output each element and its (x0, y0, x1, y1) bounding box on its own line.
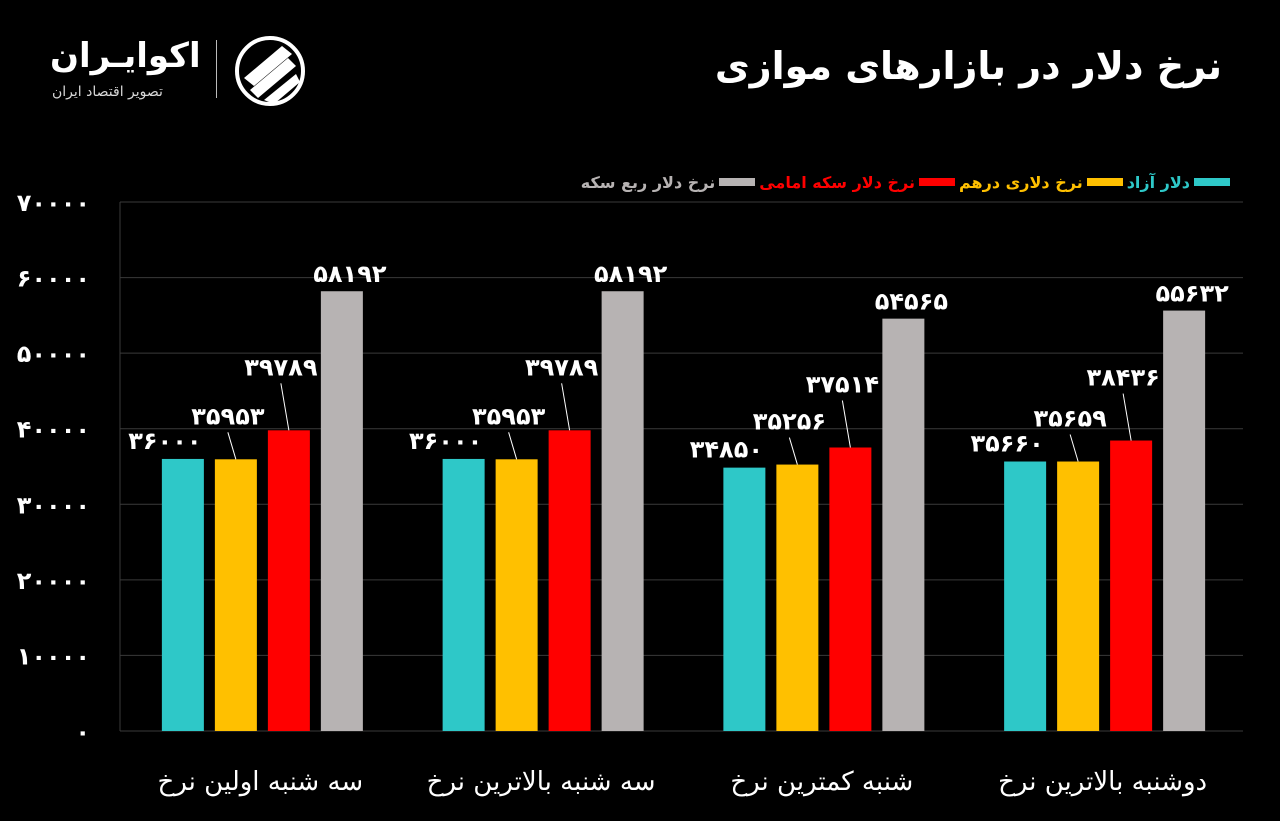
data-label: ۳۴۸۵۰ (690, 436, 763, 464)
data-label-leader (1122, 393, 1132, 441)
bar (1163, 310, 1206, 731)
data-label-leader (227, 432, 237, 460)
legend-swatch (919, 178, 955, 186)
data-label-leader (508, 432, 518, 460)
data-label: ۵۵۶۳۲ (1156, 280, 1230, 308)
legend-item: نرخ دلار ربع سکه (580, 172, 756, 192)
data-label: ۳۶۰۰۰ (128, 427, 201, 455)
data-label: ۵۸۱۹۲ (313, 260, 387, 288)
data-label: ۳۵۲۵۶ (753, 408, 826, 436)
y-tick-label: ۲۰۰۰۰ (17, 567, 90, 595)
bar (161, 458, 204, 731)
bar (723, 467, 766, 731)
data-label-leader (841, 400, 851, 448)
logo: اکوایـران تصویر اقتصاد ایران (50, 30, 310, 110)
data-label: ۳۷۵۱۴ (806, 371, 879, 399)
data-label: ۵۴۵۶۵ (875, 288, 948, 316)
data-label: ۳۶۰۰۰ (409, 427, 482, 455)
y-tick-label: ۳۰۰۰۰ (17, 491, 90, 519)
legend-swatch (719, 178, 756, 186)
bar (882, 318, 925, 731)
y-tick-label: ۵۰۰۰۰ (17, 340, 90, 368)
data-label: ۳۵۹۵۳ (472, 402, 546, 430)
bar (1110, 440, 1153, 731)
chart-title: نرخ دلار در بازارهای موازی (714, 44, 1222, 88)
data-label-leader (561, 383, 571, 431)
y-tick-label: ۴۰۰۰۰ (17, 416, 90, 444)
legend-item: نرخ دلار سکه امامی (759, 173, 955, 192)
bar (776, 464, 819, 731)
bar (267, 430, 310, 731)
bar (829, 447, 872, 731)
category-label: شنبه کمترین نرخ (730, 767, 913, 797)
data-label: ۳۹۷۸۹ (525, 353, 599, 381)
legend-item: دلار آزاد (1127, 173, 1230, 192)
legend-label: نرخ دلار سکه امامی (759, 172, 915, 192)
data-label-leader (1069, 434, 1079, 462)
legend-swatch (1086, 178, 1123, 186)
data-label: ۳۹۷۸۹ (244, 353, 318, 381)
bar (442, 458, 485, 731)
data-label: ۳۸۴۳۶ (1087, 364, 1160, 392)
data-label-leader (788, 437, 798, 465)
category-label: سه شنبه اولین نرخ (158, 767, 364, 797)
data-label: ۵۸۱۹۲ (594, 260, 668, 288)
bar (601, 291, 644, 731)
legend-label: نرخ دلار ربع سکه (580, 172, 716, 192)
legend-label: دلار آزاد (1126, 172, 1190, 192)
logo-tagline: تصویر اقتصاد ایران (52, 84, 163, 100)
y-tick-label: ۱۰۰۰۰ (17, 642, 90, 670)
data-label: ۳۵۹۵۳ (191, 402, 265, 430)
bar (495, 459, 538, 731)
logo-name: اکوایـران (50, 36, 201, 76)
logo-separator (216, 40, 217, 98)
legend-item: نرخ دلاری درهم (959, 173, 1123, 192)
y-tick-label: ۰ (75, 718, 90, 746)
chart-legend: دلار آزاد نرخ دلاری درهم نرخ دلار سکه امام… (581, 170, 1230, 194)
legend-swatch (1194, 178, 1230, 186)
bar (548, 430, 591, 731)
category-label: سه شنبه بالاترین نرخ (427, 767, 656, 797)
bar (214, 459, 257, 731)
data-label: ۳۵۶۶۰ (971, 430, 1044, 458)
data-label-leader (280, 383, 290, 431)
bar (1004, 461, 1047, 731)
bar (320, 291, 363, 731)
data-label: ۳۵۶۵۹ (1034, 405, 1108, 433)
legend-label: نرخ دلاری درهم (959, 172, 1083, 192)
bar (1057, 461, 1100, 731)
y-tick-label: ۶۰۰۰۰ (17, 265, 90, 293)
y-tick-label: ۷۰۰۰۰ (17, 189, 90, 217)
logo-mark-icon (235, 36, 305, 106)
category-label: دوشنبه بالاترین نرخ (998, 767, 1207, 797)
